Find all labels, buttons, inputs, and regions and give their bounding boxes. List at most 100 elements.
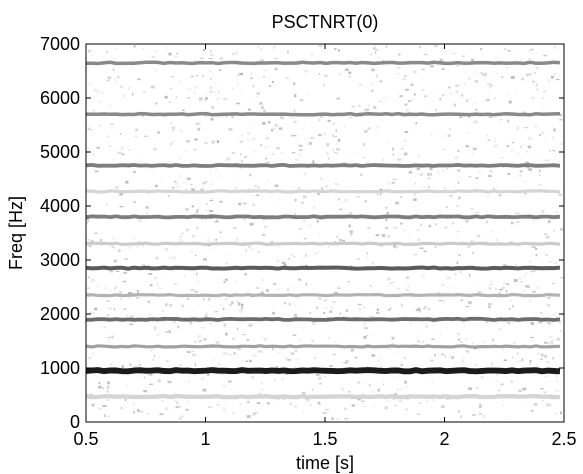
noise-speck bbox=[361, 393, 365, 395]
noise-speck bbox=[229, 128, 233, 131]
noise-speck bbox=[247, 132, 250, 135]
noise-speck bbox=[254, 150, 256, 153]
noise-speck bbox=[214, 366, 217, 368]
noise-speck bbox=[337, 287, 341, 289]
noise-speck bbox=[233, 178, 235, 180]
noise-speck bbox=[399, 388, 404, 390]
noise-speck bbox=[503, 359, 507, 362]
noise-speck bbox=[291, 152, 296, 154]
noise-speck bbox=[423, 250, 427, 253]
noise-speck bbox=[400, 363, 403, 366]
noise-speck bbox=[423, 307, 426, 310]
noise-speck bbox=[528, 136, 531, 140]
noise-speck bbox=[435, 108, 437, 112]
noise-speck bbox=[458, 181, 460, 184]
noise-speck bbox=[508, 308, 511, 310]
noise-speck bbox=[461, 357, 465, 360]
noise-speck bbox=[558, 320, 562, 324]
noise-speck bbox=[556, 337, 560, 341]
noise-speck bbox=[536, 88, 538, 91]
noise-speck bbox=[348, 390, 351, 393]
noise-speck bbox=[242, 334, 246, 336]
noise-speck bbox=[186, 351, 191, 353]
noise-speck bbox=[379, 100, 383, 102]
noise-speck bbox=[299, 153, 301, 156]
noise-speck bbox=[508, 300, 513, 302]
noise-speck bbox=[445, 355, 446, 358]
noise-speck bbox=[530, 271, 533, 273]
noise-speck bbox=[324, 375, 326, 379]
noise-speck bbox=[134, 135, 138, 138]
noise-speck bbox=[372, 261, 374, 265]
noise-speck bbox=[103, 326, 106, 328]
noise-speck bbox=[163, 249, 168, 252]
noise-speck bbox=[225, 115, 228, 117]
noise-speck bbox=[138, 220, 141, 222]
noise-speck bbox=[239, 167, 242, 170]
noise-speck bbox=[532, 219, 534, 222]
noise-speck bbox=[539, 169, 541, 172]
noise-speck bbox=[196, 211, 198, 214]
noise-speck bbox=[204, 314, 208, 318]
noise-speck bbox=[366, 251, 369, 255]
noise-speck bbox=[354, 356, 358, 359]
noise-speck bbox=[236, 238, 239, 241]
noise-speck bbox=[386, 400, 390, 402]
noise-speck bbox=[482, 341, 485, 343]
noise-speck bbox=[113, 57, 116, 60]
noise-speck bbox=[383, 383, 385, 386]
noise-speck bbox=[487, 87, 492, 89]
noise-speck bbox=[312, 321, 316, 325]
noise-speck bbox=[326, 152, 329, 155]
noise-speck bbox=[553, 73, 557, 75]
noise-speck bbox=[392, 281, 394, 283]
noise-speck bbox=[334, 182, 338, 185]
y-tick-label: 7000 bbox=[40, 34, 80, 54]
noise-speck bbox=[143, 390, 148, 393]
noise-speck bbox=[274, 67, 278, 71]
noise-speck bbox=[498, 121, 500, 124]
x-axis-label: time [s] bbox=[296, 453, 354, 473]
noise-speck bbox=[145, 118, 149, 120]
noise-speck bbox=[171, 126, 176, 130]
noise-speck bbox=[537, 353, 540, 355]
noise-speck bbox=[118, 249, 121, 252]
noise-speck bbox=[271, 129, 273, 132]
noise-speck bbox=[533, 126, 535, 128]
noise-speck bbox=[290, 352, 295, 356]
noise-speck bbox=[150, 284, 153, 287]
noise-speck bbox=[457, 338, 461, 341]
noise-speck bbox=[305, 283, 307, 286]
noise-speck bbox=[471, 58, 475, 62]
noise-speck bbox=[465, 350, 470, 353]
noise-speck bbox=[185, 408, 189, 411]
noise-speck bbox=[341, 201, 344, 204]
noise-speck bbox=[424, 95, 428, 98]
noise-speck bbox=[397, 53, 401, 56]
noise-speck bbox=[294, 158, 299, 161]
noise-speck bbox=[88, 50, 90, 53]
noise-speck bbox=[530, 322, 534, 325]
noise-speck bbox=[547, 355, 549, 357]
noise-speck bbox=[505, 289, 508, 293]
noise-speck bbox=[558, 193, 562, 196]
noise-speck bbox=[313, 205, 315, 209]
noise-speck bbox=[514, 212, 519, 214]
noise-speck bbox=[442, 94, 444, 96]
noise-speck bbox=[541, 355, 544, 357]
noise-speck bbox=[459, 270, 462, 273]
harmonic-band-5 bbox=[85, 162, 561, 168]
noise-speck bbox=[323, 74, 328, 78]
noise-speck bbox=[301, 260, 303, 263]
noise-speck bbox=[524, 181, 526, 183]
noise-speck bbox=[243, 202, 247, 205]
noise-speck bbox=[520, 281, 524, 283]
noise-speck bbox=[180, 130, 183, 132]
noise-speck bbox=[348, 71, 352, 74]
noise-speck bbox=[423, 185, 425, 188]
y-tick-label: 1000 bbox=[40, 358, 80, 378]
noise-speck bbox=[375, 234, 380, 236]
noise-speck bbox=[256, 60, 261, 62]
noise-speck bbox=[103, 414, 106, 417]
noise-speck bbox=[316, 219, 319, 223]
